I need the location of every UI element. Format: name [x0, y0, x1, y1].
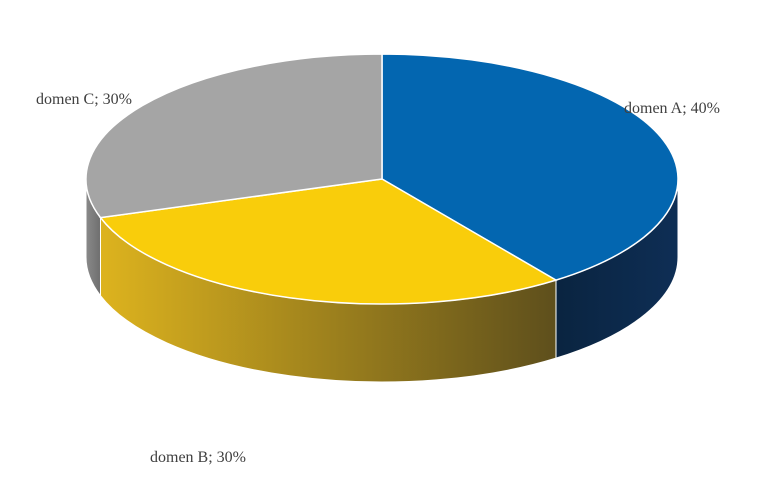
slice-domen-b	[99, 178, 558, 305]
label-domen-a: domen A; 40%	[624, 100, 720, 117]
pie-labels: domen A; 40% domen B; 30% domen C; 30%	[36, 91, 720, 466]
pie-slices	[85, 53, 679, 305]
pie-sides	[85, 178, 679, 383]
label-domen-b: domen B; 30%	[150, 449, 246, 466]
slice-domen-c	[85, 53, 383, 219]
slice-domen-a	[381, 53, 679, 281]
label-domen-c: domen C; 30%	[36, 91, 132, 108]
